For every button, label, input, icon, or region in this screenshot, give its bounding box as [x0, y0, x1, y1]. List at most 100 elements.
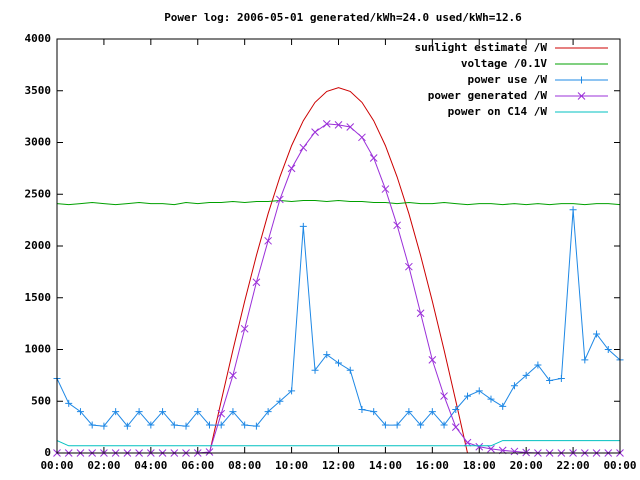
x-tick-label: 18:00: [463, 459, 496, 472]
legend-label: voltage /0.1V: [461, 57, 547, 70]
marker: [510, 382, 518, 390]
marker: [276, 195, 284, 204]
marker: [593, 330, 601, 338]
marker: [405, 262, 413, 271]
marker: [252, 278, 261, 287]
line: [56, 199, 621, 206]
marker: [440, 392, 448, 400]
legend-label: power generated /W: [428, 89, 548, 102]
y-tick-label: 4000: [25, 32, 52, 45]
marker: [452, 406, 460, 414]
x-tick-label: 00:00: [603, 459, 636, 472]
y-tick-label: 0: [44, 446, 51, 459]
series: [53, 206, 624, 430]
marker: [369, 154, 378, 162]
marker: [205, 421, 213, 429]
marker: [311, 366, 319, 374]
marker: [546, 377, 554, 385]
marker: [405, 408, 413, 416]
marker: [416, 309, 425, 318]
marker: [381, 421, 389, 429]
marker: [147, 421, 155, 429]
marker: [358, 133, 366, 142]
marker: [534, 361, 542, 369]
marker: [487, 445, 495, 453]
marker: [229, 408, 237, 416]
marker: [522, 371, 530, 379]
marker: [417, 421, 425, 429]
y-tick-label: 500: [31, 394, 51, 407]
y-tick-label: 1000: [25, 343, 52, 356]
y-tick-label: 3500: [25, 84, 52, 97]
marker: [323, 351, 331, 359]
marker: [358, 406, 366, 414]
marker: [276, 397, 284, 405]
marker: [510, 447, 519, 456]
marker: [88, 421, 96, 429]
marker: [475, 387, 483, 395]
plot-border: [56, 38, 621, 454]
marker: [217, 421, 225, 429]
marker: [569, 206, 577, 214]
marker: [159, 408, 167, 416]
marker: [311, 128, 319, 137]
marker: [252, 422, 260, 430]
x-tick-label: 16:00: [416, 459, 449, 472]
marker: [123, 422, 131, 430]
legend-marker: [578, 76, 585, 84]
marker: [240, 324, 249, 333]
series: [56, 440, 620, 447]
y-tick-label: 3000: [25, 136, 52, 149]
marker: [370, 408, 378, 416]
y-tick-label: 1500: [25, 291, 52, 304]
marker: [229, 371, 237, 380]
x-tick-label: 20:00: [510, 459, 543, 472]
marker: [440, 421, 448, 429]
marker: [475, 442, 484, 451]
marker: [393, 421, 401, 429]
marker: [288, 387, 296, 395]
x-tick-label: 06:00: [181, 459, 214, 472]
legend-label: power use /W: [468, 73, 548, 86]
x-tick-label: 02:00: [87, 459, 120, 472]
y-tick-label: 2000: [25, 239, 52, 252]
marker: [381, 185, 390, 193]
x-tick-label: 08:00: [228, 459, 261, 472]
marker: [299, 222, 307, 230]
marker: [299, 143, 308, 152]
marker: [65, 399, 73, 407]
marker: [346, 366, 354, 374]
marker: [241, 421, 249, 429]
marker: [487, 395, 495, 403]
series: [56, 199, 621, 206]
legend-label: sunlight estimate /W: [415, 41, 548, 54]
line: [56, 440, 620, 447]
x-tick-label: 10:00: [275, 459, 308, 472]
x-tick-label: 14:00: [369, 459, 402, 472]
marker: [346, 123, 355, 131]
x-tick-label: 12:00: [322, 459, 355, 472]
marker: [464, 392, 472, 400]
x-tick-label: 00:00: [40, 459, 73, 472]
marker: [335, 359, 342, 367]
marker: [194, 408, 202, 416]
marker: [135, 408, 143, 416]
marker: [217, 409, 226, 418]
marker: [604, 346, 612, 353]
marker: [334, 121, 343, 129]
legend-label: power on C14 /W: [448, 105, 548, 118]
marker: [393, 221, 401, 230]
marker: [451, 423, 460, 431]
marker: [322, 120, 331, 128]
x-tick-label: 22:00: [557, 459, 590, 472]
chart-title: Power log: 2006-05-01 generated/kWh=24.0…: [164, 11, 522, 24]
marker: [264, 236, 272, 245]
marker: [557, 374, 565, 382]
marker: [428, 355, 437, 364]
x-tick-label: 04:00: [134, 459, 167, 472]
marker: [100, 422, 108, 430]
marker: [463, 438, 472, 447]
marker: [205, 448, 214, 456]
